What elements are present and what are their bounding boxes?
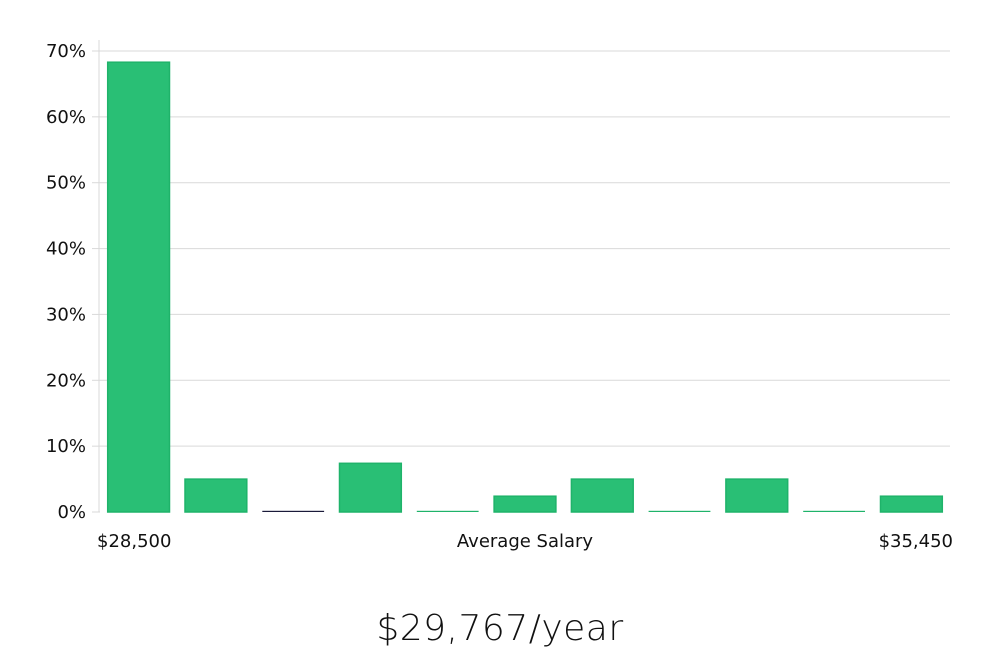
y-tick-label: 20% (46, 370, 86, 391)
average-salary-headline: $29,767/year (376, 608, 624, 649)
x-min-label: $28,500 (97, 531, 171, 552)
y-tick-label: 10% (46, 436, 86, 457)
bar-bin8 (648, 510, 711, 512)
bar-bin5 (416, 510, 479, 512)
y-tick-label: 30% (46, 304, 86, 325)
bar-bin3 (262, 510, 325, 512)
y-tick-label: 70% (46, 41, 86, 62)
y-tick-label: 50% (46, 173, 86, 194)
bar-bin7 (570, 478, 634, 513)
grid-layer (92, 50, 950, 513)
x-max-label: $35,450 (879, 531, 953, 552)
bar-bin6 (493, 495, 557, 513)
y-tick-label: 40% (46, 239, 86, 260)
bar-bin9 (725, 478, 789, 513)
bar-bin11 (879, 495, 944, 513)
bar-bin2 (184, 478, 248, 513)
bar-bin1 (106, 61, 171, 513)
bars-layer (106, 61, 944, 513)
y-tick-labels: 0% 10% 20% 30% 40% 50% 60% 70% (46, 41, 86, 523)
y-tick-label: 0% (57, 502, 86, 523)
salary-distribution-chart: 0% 10% 20% 30% 40% 50% 60% 70% $28,500 Average … (46, 40, 953, 552)
bar-bin4 (338, 462, 403, 513)
bar-bin10 (803, 510, 865, 512)
x-axis-title: Average Salary (457, 531, 594, 552)
y-tick-label: 60% (46, 107, 86, 128)
